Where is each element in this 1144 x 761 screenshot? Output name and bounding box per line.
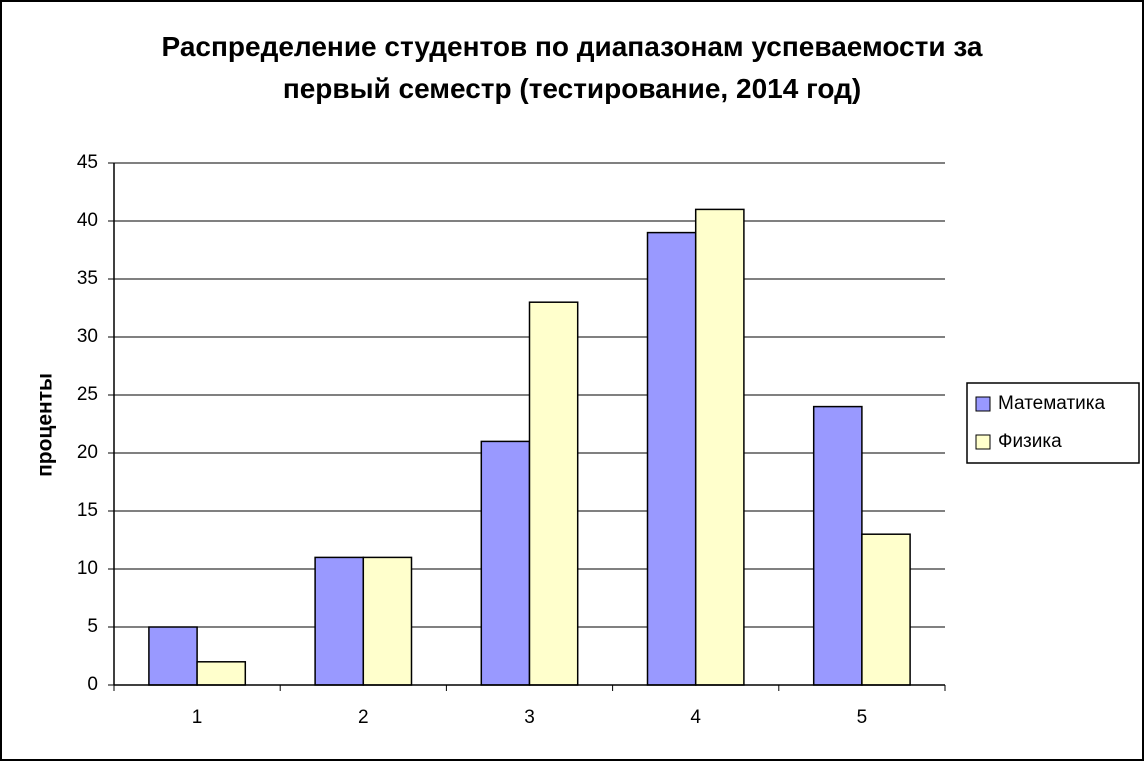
y-tick-label: 20 [77, 442, 98, 463]
legend-swatch [975, 396, 991, 412]
y-tick-label: 0 [87, 674, 98, 695]
y-axis-label: проценты [34, 373, 57, 477]
y-tick-label: 40 [77, 210, 98, 231]
legend-swatch [975, 434, 991, 450]
y-tick-label: 5 [87, 616, 98, 637]
bar [314, 556, 365, 686]
x-tick-label: 3 [524, 707, 535, 728]
legend-label: Физика [998, 431, 1062, 452]
y-tick-label: 35 [77, 268, 98, 289]
bar [362, 556, 413, 686]
x-tick-label: 1 [192, 707, 203, 728]
chart-title: Распределение студентов по диапазонам ус… [161, 31, 983, 104]
bar [861, 533, 911, 686]
bar [528, 301, 579, 686]
legend-label: Математика [998, 393, 1106, 414]
y-tick-label: 25 [77, 384, 98, 405]
bar [148, 626, 198, 686]
y-tick-label: 30 [77, 326, 98, 347]
bar [812, 405, 863, 686]
bar [646, 231, 697, 686]
y-tick-label: 45 [77, 152, 98, 173]
bar [694, 208, 745, 686]
bar [196, 661, 247, 686]
legend-box [966, 382, 1140, 464]
y-tick-label: 15 [77, 500, 98, 521]
x-tick-label: 2 [358, 707, 369, 728]
bar [480, 440, 531, 686]
y-tick-label: 10 [77, 558, 98, 579]
x-tick-label: 5 [857, 707, 868, 728]
x-tick-label: 4 [690, 707, 701, 728]
